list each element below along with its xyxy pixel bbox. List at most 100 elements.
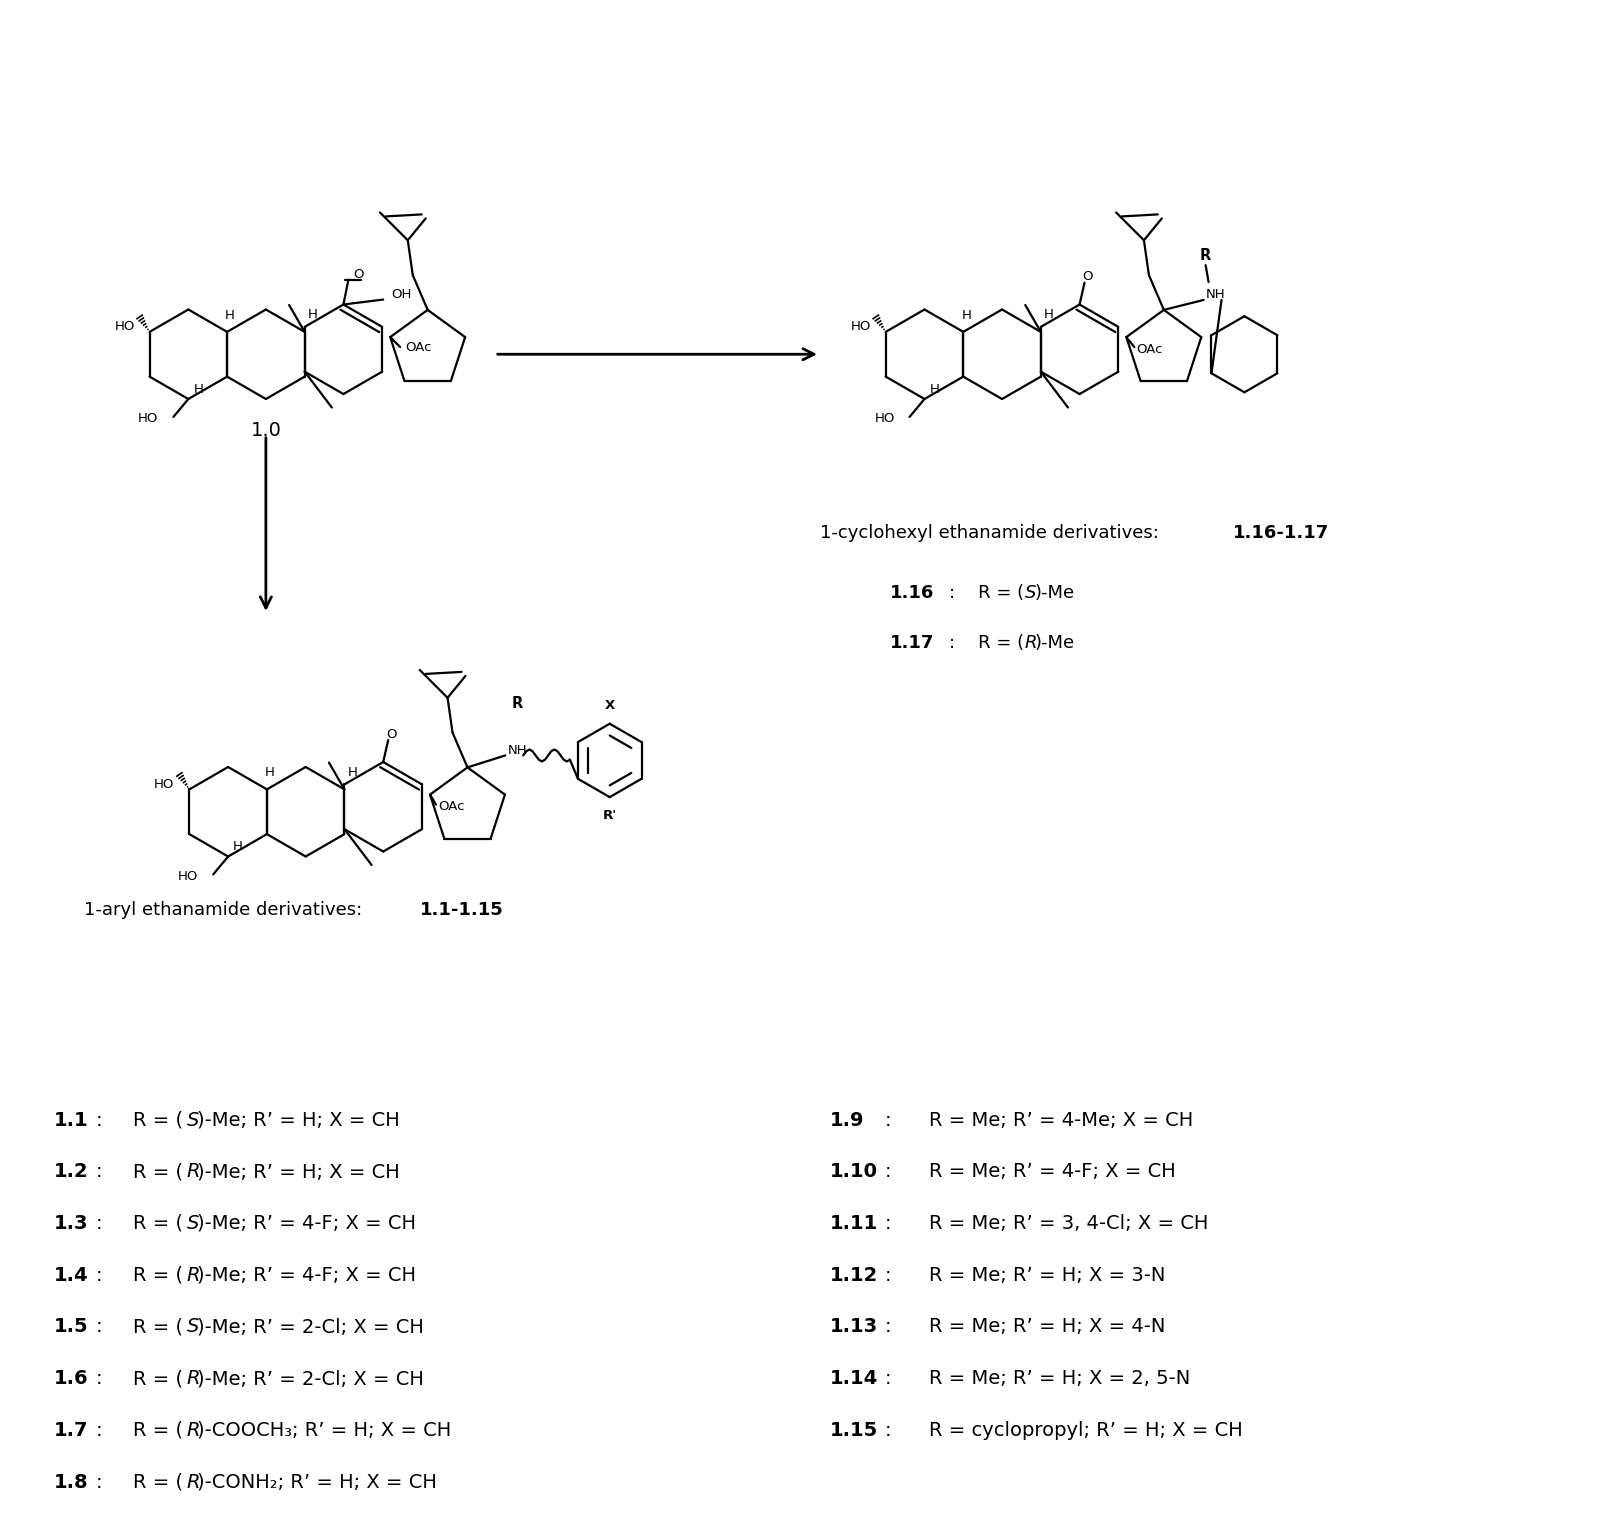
- Text: HO: HO: [138, 412, 159, 426]
- Text: 1.4: 1.4: [54, 1265, 88, 1285]
- Text: R: R: [187, 1472, 200, 1492]
- Text: 1.3: 1.3: [54, 1213, 88, 1233]
- Text: )-Me; R’ = 2-Cl; X = CH: )-Me; R’ = 2-Cl; X = CH: [197, 1370, 425, 1388]
- Text: :: :: [884, 1370, 891, 1388]
- Text: R: R: [187, 1370, 200, 1388]
- Text: :: :: [884, 1420, 891, 1440]
- Text: HO: HO: [114, 320, 135, 334]
- Text: :    R = (: : R = (: [950, 634, 1024, 651]
- Text: 1.7: 1.7: [54, 1420, 88, 1440]
- Text: R = (: R = (: [133, 1111, 184, 1129]
- Text: HO: HO: [875, 412, 894, 426]
- Text: R = (: R = (: [133, 1370, 184, 1388]
- Text: 1.8: 1.8: [54, 1472, 88, 1492]
- Text: H: H: [348, 766, 357, 778]
- Text: :: :: [96, 1213, 103, 1233]
- Text: )-Me: )-Me: [1035, 634, 1075, 651]
- Text: R = (: R = (: [133, 1318, 184, 1336]
- Text: 1.13: 1.13: [830, 1318, 878, 1336]
- Text: R = (: R = (: [133, 1213, 184, 1233]
- Text: S: S: [187, 1111, 199, 1129]
- Text: X: X: [604, 699, 615, 712]
- Text: OAc: OAc: [1136, 343, 1163, 355]
- Text: 1.15: 1.15: [830, 1420, 878, 1440]
- Text: )-Me: )-Me: [1035, 584, 1075, 602]
- Text: H: H: [961, 309, 971, 322]
- Text: O: O: [1083, 270, 1093, 283]
- Text: :: :: [96, 1111, 103, 1129]
- Text: H: H: [308, 308, 317, 322]
- Text: 1.16: 1.16: [889, 584, 934, 602]
- Text: R = Me; R’ = H; X = 3-N: R = Me; R’ = H; X = 3-N: [929, 1265, 1166, 1285]
- Text: HO: HO: [178, 870, 199, 882]
- Text: )-CONH₂; R’ = H; X = CH: )-CONH₂; R’ = H; X = CH: [197, 1472, 437, 1492]
- Text: 1.16-1.17: 1.16-1.17: [1234, 524, 1330, 542]
- Text: :: :: [96, 1163, 103, 1181]
- Text: :: :: [884, 1111, 891, 1129]
- Text: HO: HO: [154, 778, 175, 791]
- Text: 1-cyclohexyl ethanamide derivatives:: 1-cyclohexyl ethanamide derivatives:: [820, 524, 1165, 542]
- Text: )-Me; R’ = H; X = CH: )-Me; R’ = H; X = CH: [197, 1111, 400, 1129]
- Text: R = Me; R’ = H; X = 4-N: R = Me; R’ = H; X = 4-N: [929, 1318, 1166, 1336]
- Text: :: :: [884, 1213, 891, 1233]
- Text: R = Me; R’ = H; X = 2, 5-N: R = Me; R’ = H; X = 2, 5-N: [929, 1370, 1190, 1388]
- Text: 1.11: 1.11: [830, 1213, 878, 1233]
- Text: R = Me; R’ = 3, 4-Cl; X = CH: R = Me; R’ = 3, 4-Cl; X = CH: [929, 1213, 1208, 1233]
- Text: 1.17: 1.17: [889, 634, 934, 651]
- Text: R: R: [187, 1163, 200, 1181]
- Text: :: :: [96, 1265, 103, 1285]
- Text: H: H: [929, 383, 939, 395]
- Text: H: H: [194, 383, 203, 395]
- Text: R = Me; R’ = 4-Me; X = CH: R = Me; R’ = 4-Me; X = CH: [929, 1111, 1193, 1129]
- Text: 1.1: 1.1: [54, 1111, 88, 1129]
- Text: )-COOCH₃; R’ = H; X = CH: )-COOCH₃; R’ = H; X = CH: [197, 1420, 452, 1440]
- Text: R = (: R = (: [133, 1163, 184, 1181]
- Text: :: :: [96, 1472, 103, 1492]
- Text: OH: OH: [391, 288, 412, 302]
- Text: )-Me; R’ = H; X = CH: )-Me; R’ = H; X = CH: [197, 1163, 400, 1181]
- Text: H: H: [226, 309, 235, 322]
- Text: )-Me; R’ = 4-F; X = CH: )-Me; R’ = 4-F; X = CH: [197, 1265, 417, 1285]
- Text: :: :: [884, 1163, 891, 1181]
- Text: R = (: R = (: [133, 1265, 184, 1285]
- Text: H: H: [264, 766, 276, 780]
- Text: 1.1-1.15: 1.1-1.15: [420, 901, 503, 919]
- Text: NH: NH: [1206, 288, 1226, 302]
- Text: 1-aryl ethanamide derivatives:: 1-aryl ethanamide derivatives:: [83, 901, 368, 919]
- Text: :: :: [884, 1318, 891, 1336]
- Text: R = (: R = (: [133, 1420, 184, 1440]
- Text: R: R: [1200, 248, 1211, 262]
- Text: OAc: OAc: [405, 340, 431, 354]
- Text: HO: HO: [851, 320, 871, 334]
- Text: O: O: [386, 728, 396, 740]
- Text: 1.0: 1.0: [250, 421, 282, 440]
- Text: )-Me; R’ = 4-F; X = CH: )-Me; R’ = 4-F; X = CH: [197, 1213, 417, 1233]
- Text: :: :: [96, 1370, 103, 1388]
- Text: 1.6: 1.6: [54, 1370, 88, 1388]
- Text: R = cyclopropyl; R’ = H; X = CH: R = cyclopropyl; R’ = H; X = CH: [929, 1420, 1243, 1440]
- Text: 1.5: 1.5: [54, 1318, 88, 1336]
- Text: R: R: [511, 696, 522, 711]
- Text: H: H: [1045, 308, 1054, 322]
- Text: S: S: [187, 1213, 199, 1233]
- Text: )-Me; R’ = 2-Cl; X = CH: )-Me; R’ = 2-Cl; X = CH: [197, 1318, 425, 1336]
- Text: 1.9: 1.9: [830, 1111, 865, 1129]
- Text: R = (: R = (: [133, 1472, 184, 1492]
- Text: R = Me; R’ = 4-F; X = CH: R = Me; R’ = 4-F; X = CH: [929, 1163, 1176, 1181]
- Text: NH: NH: [508, 745, 527, 757]
- Text: R: R: [1025, 634, 1038, 651]
- Text: S: S: [187, 1318, 199, 1336]
- Text: OAc: OAc: [437, 800, 465, 813]
- Text: :: :: [884, 1265, 891, 1285]
- Text: H: H: [234, 840, 244, 853]
- Text: O: O: [352, 268, 364, 282]
- Text: R: R: [187, 1420, 200, 1440]
- Text: 1.2: 1.2: [54, 1163, 88, 1181]
- Text: 1.10: 1.10: [830, 1163, 878, 1181]
- Text: :: :: [96, 1420, 103, 1440]
- Text: :    R = (: : R = (: [950, 584, 1024, 602]
- Text: 1.14: 1.14: [830, 1370, 878, 1388]
- Text: R': R': [602, 809, 617, 823]
- Text: 1.12: 1.12: [830, 1265, 878, 1285]
- Text: :: :: [96, 1318, 103, 1336]
